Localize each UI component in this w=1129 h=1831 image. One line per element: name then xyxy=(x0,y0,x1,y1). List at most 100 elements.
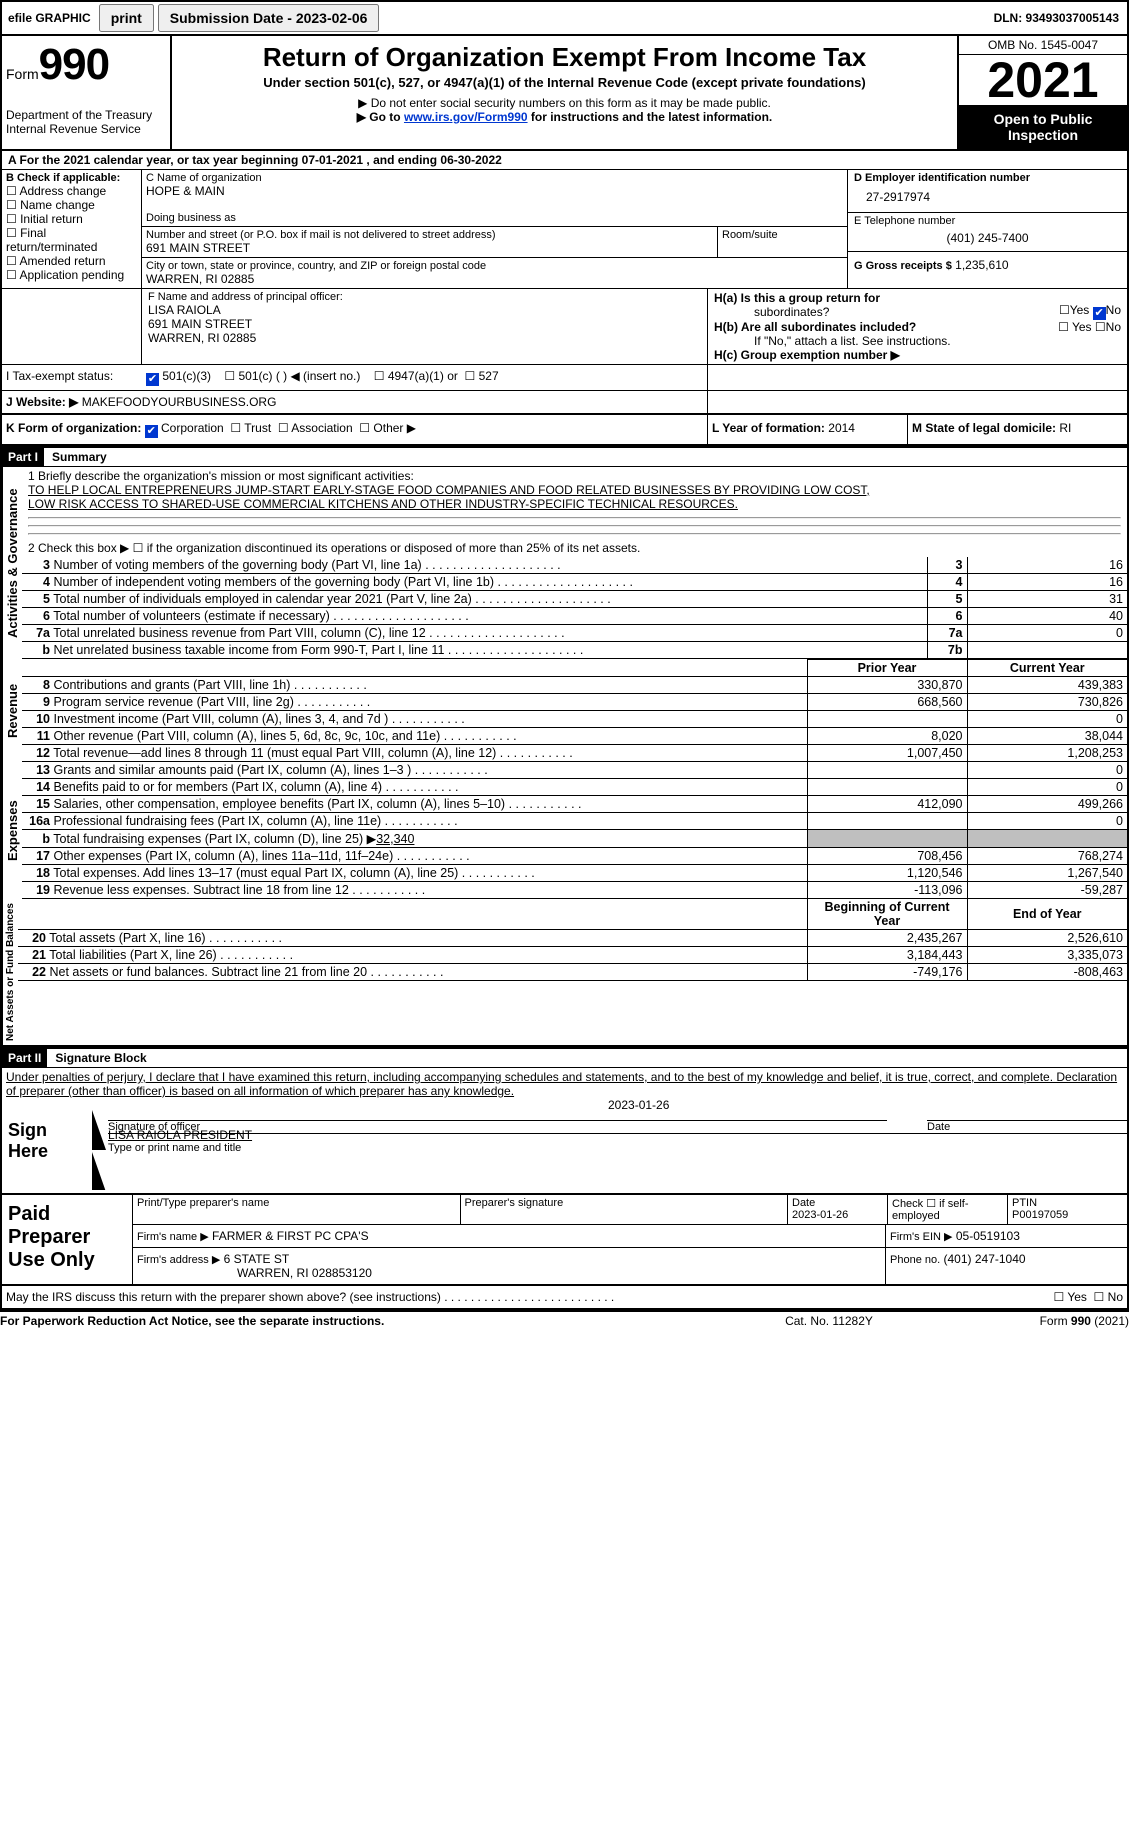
org-name: HOPE & MAIN xyxy=(146,184,843,198)
section-expenses: Expenses 13 Grants and similar amounts p… xyxy=(0,762,1129,899)
officer-street: 691 MAIN STREET xyxy=(148,317,701,331)
discuss-row: May the IRS discuss this return with the… xyxy=(0,1286,1129,1310)
hb-yes: Yes xyxy=(1072,320,1092,334)
page-footer: For Paperwork Reduction Act Notice, see … xyxy=(0,1310,1129,1328)
mission-line-2: LOW RISK ACCESS TO SHARED-USE COMMERCIAL… xyxy=(28,497,1121,511)
table-row: 4 Number of independent voting members o… xyxy=(22,574,1127,591)
table-row: 8 Contributions and grants (Part VIII, l… xyxy=(22,677,1127,694)
k-other: Other ▶ xyxy=(373,421,416,435)
table-row: 18 Total expenses. Add lines 13–17 (must… xyxy=(22,865,1127,882)
b-c4: Final return/terminated xyxy=(6,226,97,254)
form-subtitle: Under section 501(c), 527, or 4947(a)(1)… xyxy=(176,75,953,90)
b-address-change: ☐ Address change xyxy=(6,184,137,198)
i-501c: 501(c) ( ) ◀ (insert no.) xyxy=(238,369,360,383)
table-row: 13 Grants and similar amounts paid (Part… xyxy=(22,762,1127,779)
firm-name: FARMER & FIRST PC CPA'S xyxy=(212,1229,369,1243)
row-j: J Website: ▶ MAKEFOODYOURBUSINESS.ORG xyxy=(0,391,1129,415)
b-name-change: ☐ Name change xyxy=(6,198,137,212)
ptin-label: PTIN xyxy=(1012,1197,1037,1209)
form-header: Form990 Department of the Treasury Inter… xyxy=(0,36,1129,151)
col-current-year: Current Year xyxy=(967,660,1127,677)
sign-here-label: Sign Here xyxy=(2,1100,92,1193)
declaration-text: Under penalties of perjury, I declare th… xyxy=(0,1068,1129,1100)
side-net-assets: Net Assets or Fund Balances xyxy=(2,899,18,1045)
form-num: 990 xyxy=(39,40,109,89)
box-k: K Form of organization: Corporation ☐ Tr… xyxy=(2,415,707,444)
row-a-end: , and ending 06-30-2022 xyxy=(366,153,501,167)
officer-city: WARREN, RI 02885 xyxy=(148,331,701,345)
city-label: City or town, state or province, country… xyxy=(146,260,843,272)
footer-year: 2021 xyxy=(1098,1314,1125,1328)
form-title: Return of Organization Exempt From Incom… xyxy=(176,42,953,73)
c-name-label: C Name of organization xyxy=(146,172,843,184)
part-1-title: Summary xyxy=(44,450,107,464)
discuss-question: May the IRS discuss this return with the… xyxy=(6,1290,1053,1304)
b-c1: Address change xyxy=(19,184,106,198)
sig-date-label: Date xyxy=(927,1121,1127,1133)
table-row: 14 Benefits paid to or for members (Part… xyxy=(22,779,1127,796)
section-net-assets: Net Assets or Fund Balances Beginning of… xyxy=(0,899,1129,1047)
k-corp: Corporation xyxy=(161,421,224,435)
table-net-assets: Beginning of Current YearEnd of Year 20 … xyxy=(18,899,1127,981)
firm-phone-label: Phone no. xyxy=(890,1254,940,1266)
top-bar: efile GRAPHIC print Submission Date - 20… xyxy=(0,0,1129,36)
city-value: WARREN, RI 02885 xyxy=(146,272,843,286)
gross-receipts: 1,235,610 xyxy=(955,258,1008,272)
submission-date-button[interactable]: Submission Date - 2023-02-06 xyxy=(158,4,380,32)
d-label: D Employer identification number xyxy=(854,172,1121,184)
b-label: B Check if applicable: xyxy=(6,172,137,184)
b-c5: Amended return xyxy=(19,254,105,268)
ha-no: No xyxy=(1106,303,1121,317)
i-label: I Tax-exempt status: xyxy=(2,365,142,390)
r16b-grey2 xyxy=(967,830,1127,848)
i-501c3: 501(c)(3) xyxy=(162,369,211,383)
col-prior-year: Prior Year xyxy=(807,660,967,677)
firm-addr1: 6 STATE ST xyxy=(224,1252,290,1266)
firm-ein-label: Firm's EIN ▶ xyxy=(890,1231,953,1243)
table-row: 19 Revenue less expenses. Subtract line … xyxy=(22,882,1127,899)
ha-yes: Yes xyxy=(1070,303,1090,317)
b-initial-return: ☐ Initial return xyxy=(6,212,137,226)
table-row: 21 Total liabilities (Part X, line 26)3,… xyxy=(18,947,1127,964)
f-label: F Name and address of principal officer: xyxy=(148,291,701,303)
r16b-num: b xyxy=(26,832,50,846)
note-ssn: ▶ Do not enter social security numbers o… xyxy=(176,96,953,110)
street-value: 691 MAIN STREET xyxy=(146,241,713,255)
i-right-spacer xyxy=(707,365,1127,390)
firm-addr-label: Firm's address ▶ xyxy=(137,1254,220,1266)
box-deg: D Employer identification number 27-2917… xyxy=(847,170,1127,288)
table-revenue: Prior YearCurrent Year 8 Contributions a… xyxy=(22,659,1127,762)
section-fh: F Name and address of principal officer:… xyxy=(0,289,1129,365)
discuss-no: No xyxy=(1108,1290,1123,1304)
box-l: L Year of formation: 2014 xyxy=(707,415,907,444)
goto-pre: ▶ Go to xyxy=(357,110,404,124)
i-501c3-check-icon xyxy=(146,373,159,386)
form-number: Form990 xyxy=(6,40,166,90)
box-b: B Check if applicable: ☐ Address change … xyxy=(2,170,142,288)
ha-label: H(a) Is this a group return for xyxy=(714,291,880,305)
table-row: 12 Total revenue—add lines 8 through 11 … xyxy=(22,745,1127,762)
part-2-title: Signature Block xyxy=(47,1051,146,1065)
l-label: L Year of formation: xyxy=(712,421,825,435)
table-row: 17 Other expenses (Part IX, column (A), … xyxy=(22,848,1127,865)
table-row: 6 Total number of volunteers (estimate i… xyxy=(22,608,1127,625)
mission-label: 1 Briefly describe the organization's mi… xyxy=(28,469,1121,483)
part-2-label: Part II xyxy=(2,1049,47,1067)
side-activities: Activities & Governance xyxy=(2,467,22,659)
part-1-body: Activities & Governance 1 Briefly descri… xyxy=(0,467,1129,659)
note-goto: ▶ Go to www.irs.gov/Form990 for instruct… xyxy=(176,110,953,124)
self-employed-check: Check ☐ if self-employed xyxy=(887,1195,1007,1224)
col-eoy: End of Year xyxy=(967,899,1127,930)
m-value: RI xyxy=(1059,421,1071,435)
form990-link[interactable]: www.irs.gov/Form990 xyxy=(404,110,528,124)
header-right: OMB No. 1545-0047 2021 Open to Public In… xyxy=(957,36,1127,149)
name-title-label: Type or print name and title xyxy=(108,1142,1127,1154)
part-1-header: Part I Summary xyxy=(0,446,1129,467)
box-h: H(a) Is this a group return for subordin… xyxy=(707,289,1127,364)
print-button[interactable]: print xyxy=(99,4,154,32)
dept-label: Department of the Treasury xyxy=(6,108,166,122)
phone-value: (401) 245-7400 xyxy=(854,227,1121,249)
efile-label: efile GRAPHIC xyxy=(2,11,97,25)
preparer-sig-label: Preparer's signature xyxy=(460,1195,788,1224)
side-revenue: Revenue xyxy=(2,659,22,762)
